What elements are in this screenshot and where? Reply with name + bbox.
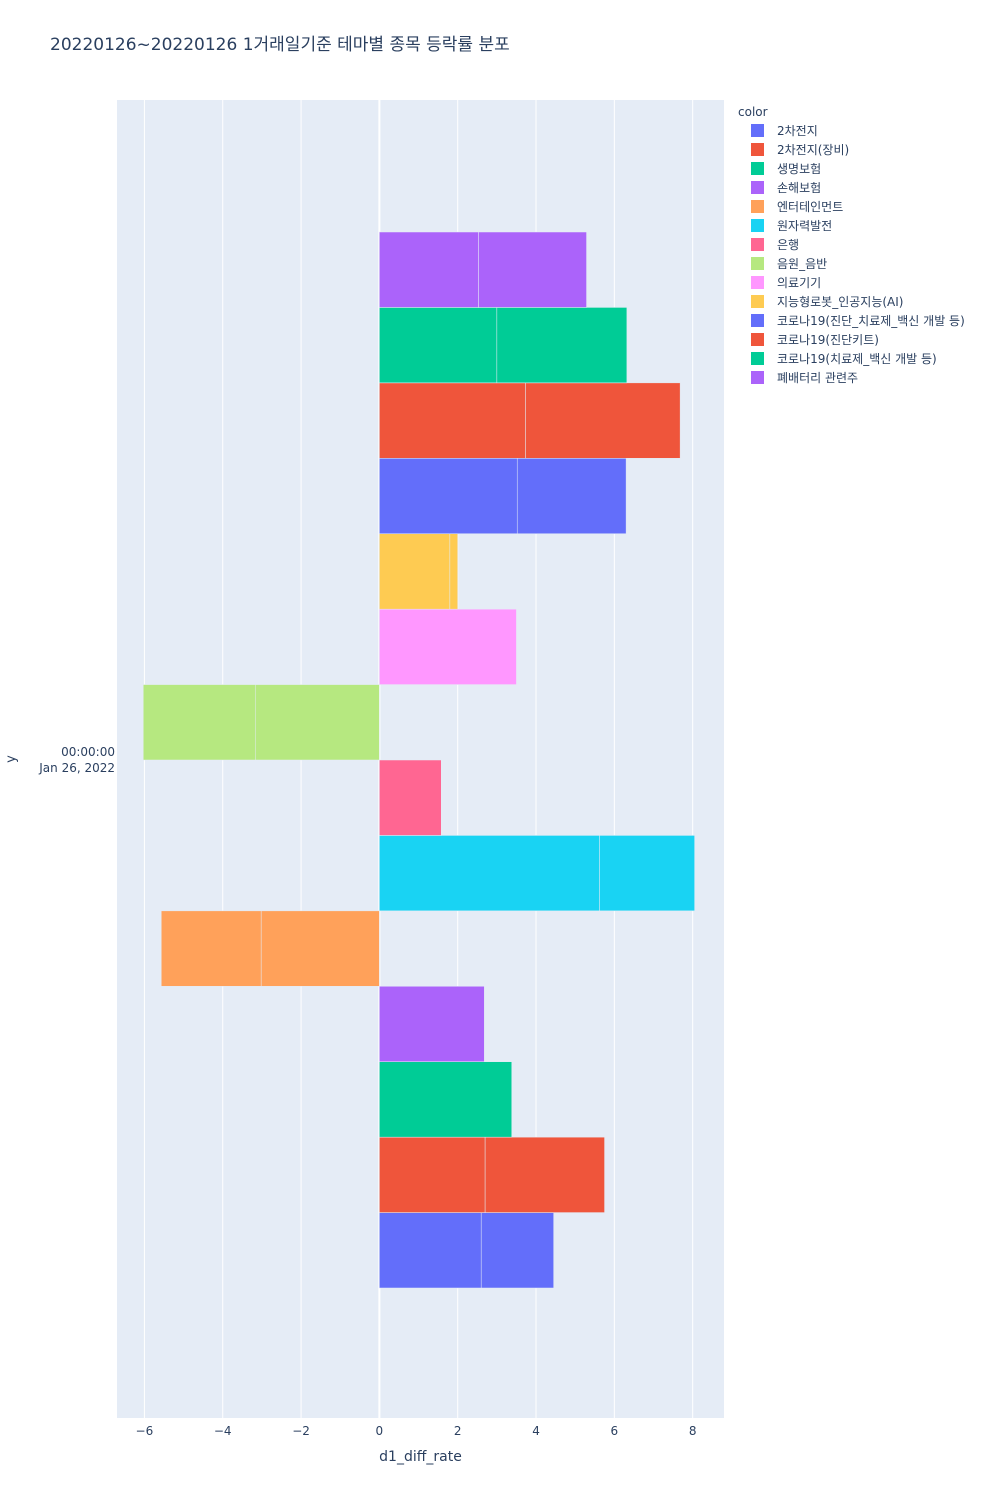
bar-segment[interactable] [480, 1212, 554, 1289]
legend-item-label[interactable]: 생명보험 [777, 162, 821, 176]
legend-swatch[interactable] [751, 371, 764, 384]
bar-segment[interactable] [142, 684, 256, 761]
legend-swatch[interactable] [751, 200, 764, 213]
bar-segment[interactable] [379, 382, 526, 459]
legend-swatch[interactable] [751, 295, 764, 308]
legend-swatch[interactable] [751, 333, 764, 346]
bar-segment[interactable] [449, 533, 458, 610]
bar-segment[interactable] [254, 684, 380, 761]
legend-item-label[interactable]: 지능형로봇_인공지능(AI) [777, 295, 903, 309]
x-tick-label: −2 [292, 1424, 310, 1438]
bar-segment[interactable] [379, 1212, 482, 1289]
bar-segment[interactable] [516, 458, 627, 534]
legend-swatch[interactable] [751, 314, 764, 327]
bars-layer [142, 231, 695, 1289]
bar-segment[interactable] [260, 910, 380, 987]
legend-title: color [738, 105, 768, 119]
x-tick-label: −6 [136, 1424, 154, 1438]
x-axis-title: d1_diff_rate [379, 1449, 462, 1465]
legend-item-label[interactable]: 2차전지(장비) [777, 143, 849, 157]
legend-swatch[interactable] [751, 257, 764, 270]
bar-segment[interactable] [379, 533, 451, 610]
x-tick-label: 8 [689, 1424, 697, 1438]
bar-segment[interactable] [379, 231, 479, 308]
legend-swatch[interactable] [751, 276, 764, 289]
legend-item-label[interactable]: 은행 [777, 237, 799, 252]
legend-swatch[interactable] [751, 352, 764, 365]
bar-segment[interactable] [599, 835, 695, 912]
legend-item-label[interactable]: 엔터테인먼트 [777, 200, 843, 214]
bar-segment[interactable] [379, 458, 518, 534]
legend[interactable]: 2차전지 2차전지(장비) 생명보험손해보험엔터테인먼트원자력발전은행음원_음반의료… [751, 124, 965, 385]
legend-item-label[interactable]: 손해보험 [777, 181, 821, 195]
legend-swatch[interactable] [751, 219, 764, 232]
y-axis-title: y [4, 755, 19, 763]
y-tick-label-time: 00:00:00 [61, 745, 115, 759]
bar-segment[interactable] [379, 835, 600, 912]
legend-item-label[interactable]: 2차전지 [777, 124, 818, 138]
bar-segment[interactable] [478, 231, 587, 308]
legend-swatch[interactable] [751, 162, 764, 175]
y-tick-label-date: Jan 26, 2022 [38, 761, 115, 775]
bar-segment[interactable] [496, 307, 628, 384]
legend-item-label[interactable]: 의료기기 [777, 276, 821, 290]
legend-item-label[interactable]: 원자력발전 [777, 219, 832, 233]
legend-swatch[interactable] [751, 238, 764, 251]
bar-segment[interactable] [484, 1136, 605, 1213]
x-tick-label: 6 [611, 1424, 619, 1438]
bar-segment[interactable] [379, 759, 442, 836]
legend-item-label[interactable]: 코로나19(진단키트) [777, 333, 879, 347]
bar-segment[interactable] [161, 910, 262, 987]
legend-item-label[interactable]: 코로나19(치료제_백신 개발 등) [777, 352, 937, 366]
bar-segment[interactable] [379, 608, 517, 685]
bar-segment[interactable] [379, 1136, 486, 1213]
bar-segment[interactable] [379, 1061, 512, 1138]
legend-swatch[interactable] [751, 181, 764, 194]
x-tick-label: 2 [454, 1424, 462, 1438]
bar-segment[interactable] [525, 382, 681, 459]
legend-swatch[interactable] [751, 143, 764, 156]
x-tick-label: 4 [532, 1424, 540, 1438]
legend-swatch[interactable] [751, 124, 764, 137]
x-tick-label: −4 [214, 1424, 232, 1438]
x-tick-label: 0 [376, 1424, 384, 1438]
bar-segment[interactable] [379, 986, 485, 1062]
legend-item-label[interactable]: 폐배터리 관련주 [777, 371, 858, 385]
chart-title: 20220126~20220126 1거래일기준 테마별 종목 등락률 분포 [50, 35, 510, 55]
legend-item-label[interactable]: 음원_음반 [777, 257, 827, 271]
legend-item-label[interactable]: 코로나19(진단_치료제_백신 개발 등) [777, 314, 965, 328]
bar-segment[interactable] [379, 307, 498, 384]
x-tick-labels: −6 −4 −2 0 2 4 6 8 [136, 1424, 697, 1438]
